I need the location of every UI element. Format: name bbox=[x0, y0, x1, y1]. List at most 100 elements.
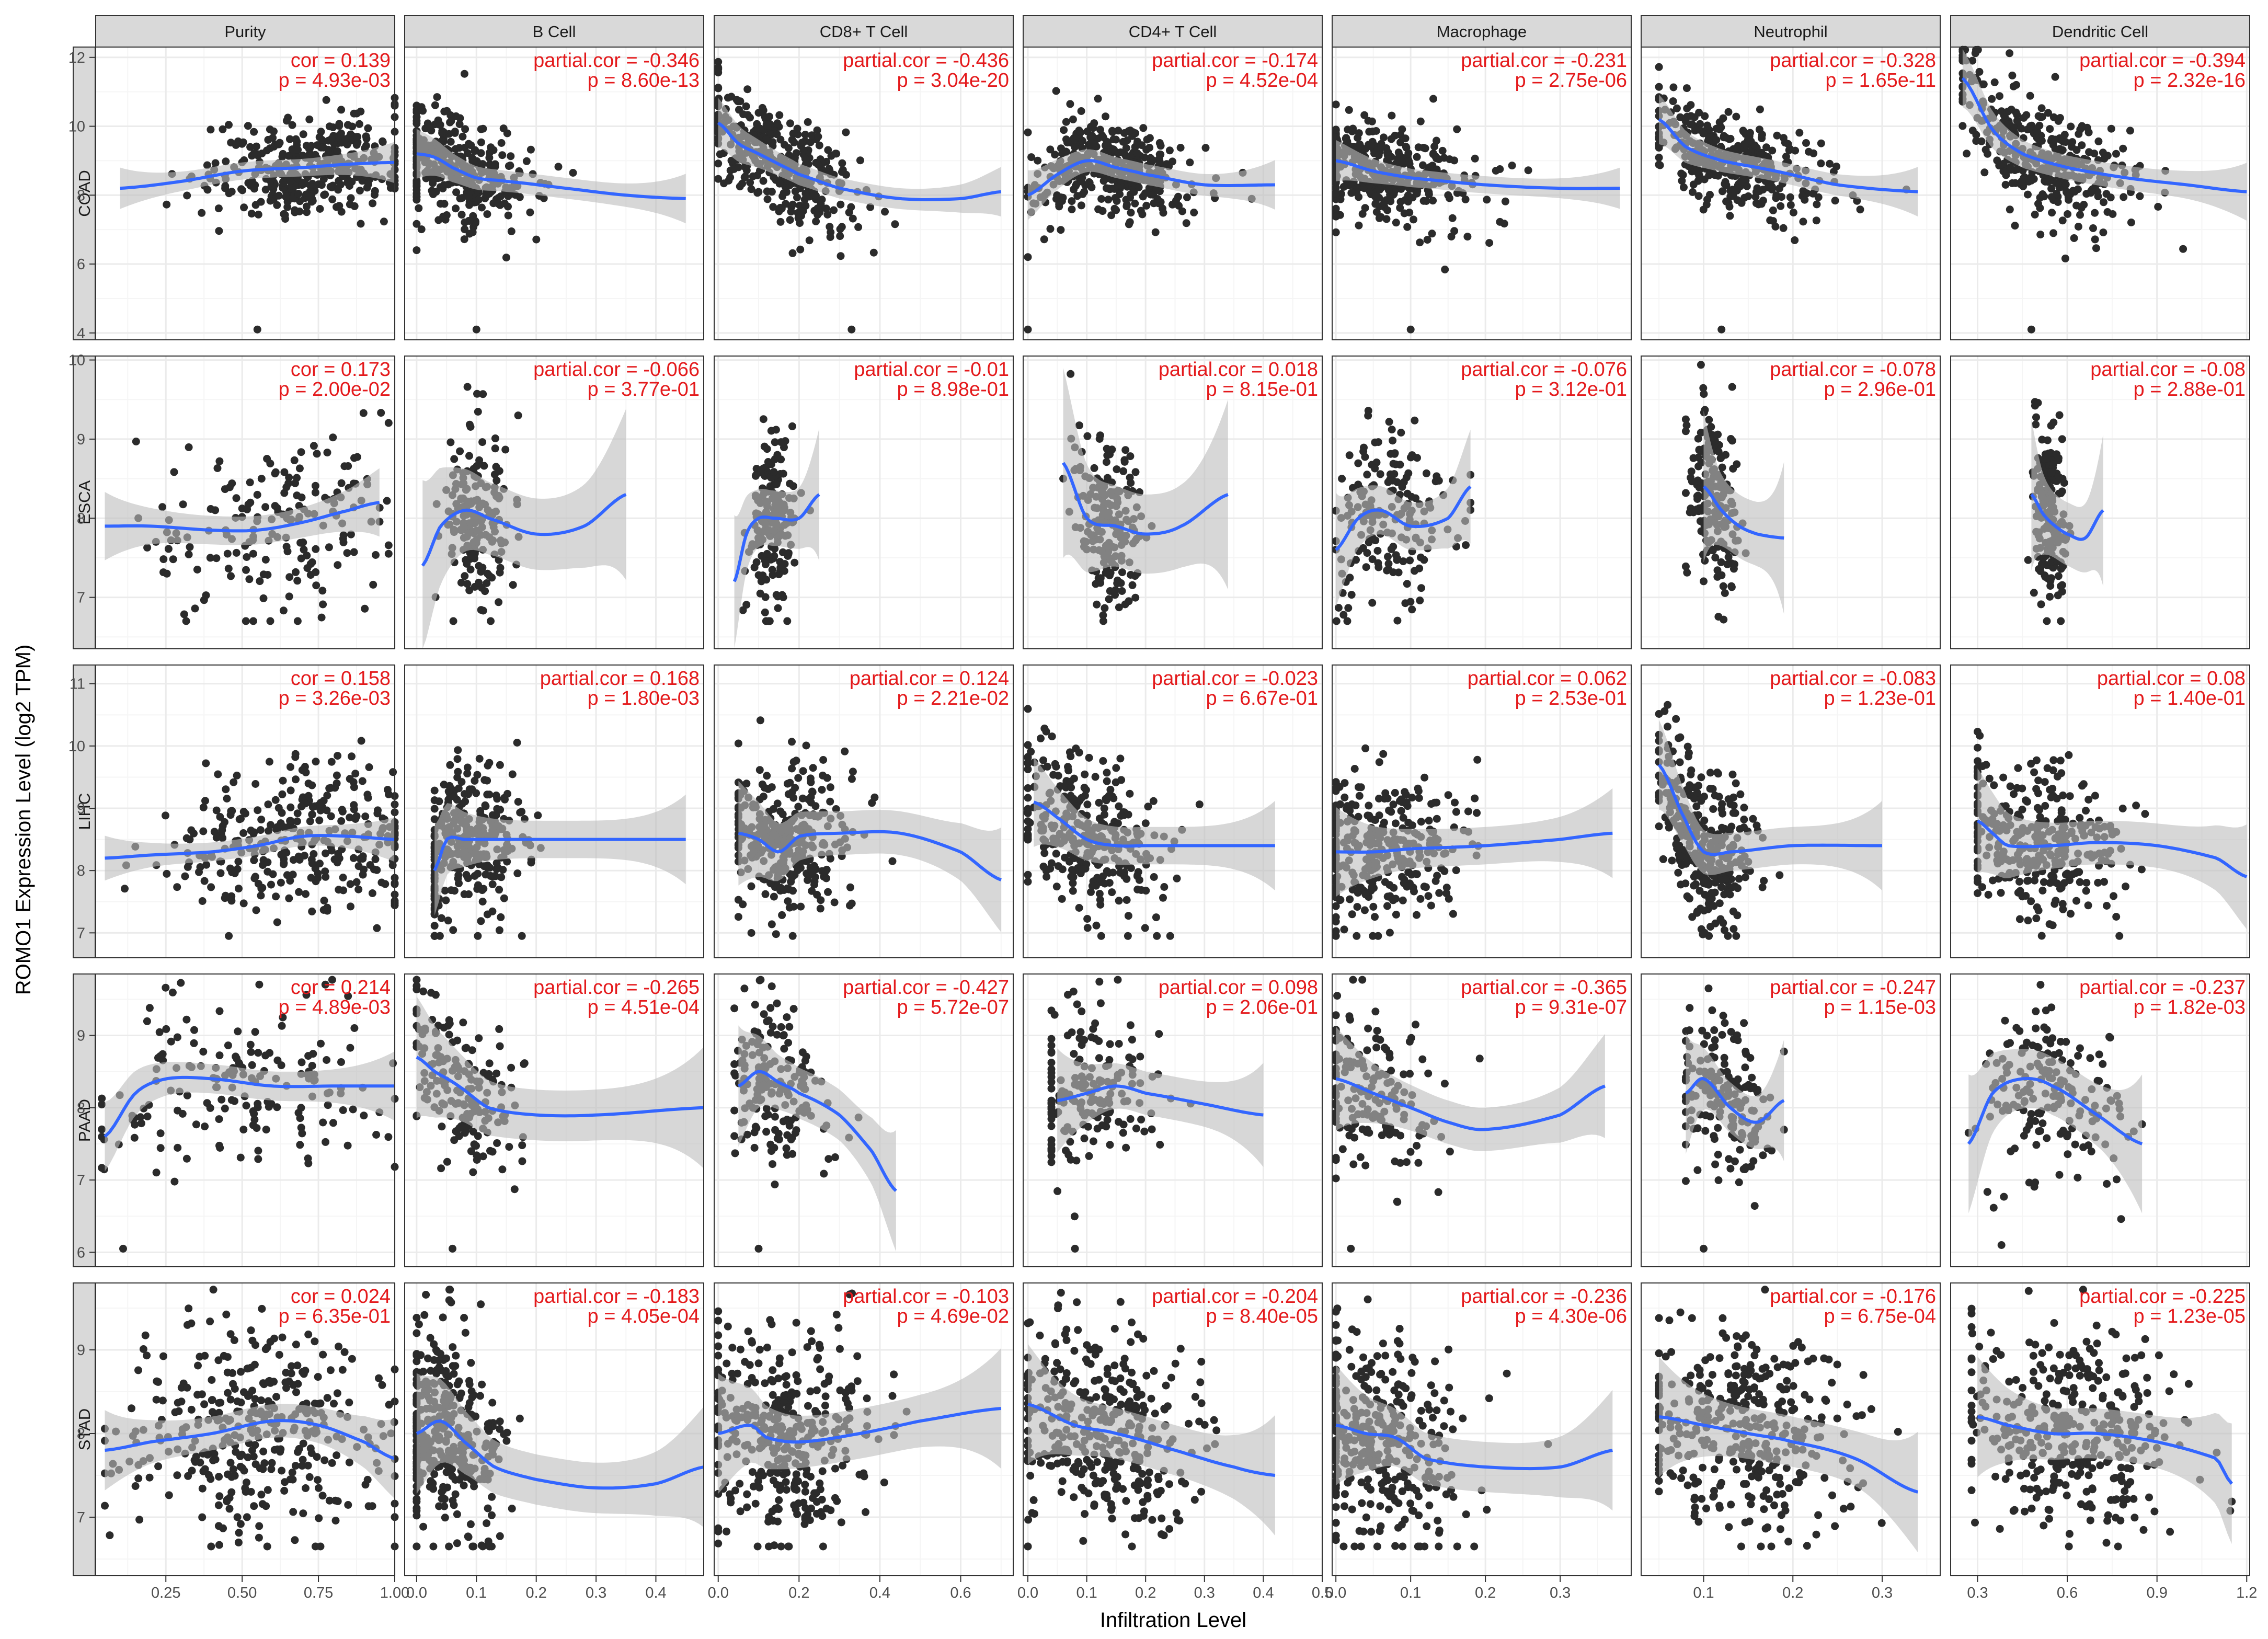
data-point bbox=[1332, 189, 1340, 198]
data-point bbox=[1441, 266, 1449, 273]
data-point bbox=[826, 233, 834, 241]
data-point bbox=[2006, 49, 2014, 58]
data-point bbox=[2078, 122, 2086, 130]
data-point bbox=[1077, 107, 1085, 115]
data-point bbox=[488, 880, 497, 888]
data-point bbox=[1693, 168, 1701, 176]
column-strip bbox=[95, 15, 395, 48]
data-point bbox=[279, 606, 288, 615]
data-point bbox=[1139, 124, 1148, 132]
data-point bbox=[714, 64, 723, 72]
data-point bbox=[333, 779, 341, 787]
row-strip bbox=[73, 47, 96, 340]
data-point bbox=[1153, 195, 1162, 203]
data-point bbox=[791, 187, 799, 196]
data-point bbox=[794, 214, 803, 222]
data-point bbox=[1817, 139, 1825, 147]
data-point bbox=[1334, 604, 1343, 612]
data-point bbox=[298, 766, 306, 774]
data-point bbox=[454, 767, 462, 776]
data-point bbox=[786, 479, 794, 488]
data-point bbox=[479, 606, 487, 615]
data-point bbox=[1714, 171, 1722, 180]
data-point bbox=[2061, 180, 2070, 189]
data-point bbox=[2046, 592, 2054, 601]
data-point bbox=[377, 409, 385, 417]
data-point bbox=[234, 857, 243, 866]
data-point bbox=[356, 187, 364, 195]
data-point bbox=[1126, 452, 1135, 461]
data-point bbox=[334, 752, 342, 760]
data-point bbox=[413, 179, 421, 188]
data-point bbox=[1332, 617, 1341, 625]
data-point bbox=[426, 122, 434, 131]
data-point bbox=[756, 589, 764, 598]
data-point bbox=[503, 789, 512, 798]
data-point bbox=[1720, 615, 1728, 624]
correlation-value: cor = 0.139 bbox=[291, 50, 391, 72]
data-point bbox=[1778, 193, 1785, 201]
data-point bbox=[430, 786, 439, 795]
data-point bbox=[1984, 150, 1991, 158]
data-point bbox=[353, 133, 362, 141]
data-point bbox=[446, 137, 455, 146]
data-point bbox=[257, 891, 265, 900]
data-point bbox=[186, 835, 194, 844]
data-point bbox=[224, 565, 233, 573]
data-point bbox=[1377, 143, 1385, 151]
data-point bbox=[313, 450, 321, 458]
data-point bbox=[2099, 148, 2107, 157]
data-point bbox=[1968, 127, 1977, 135]
data-point bbox=[1771, 222, 1780, 231]
data-point bbox=[233, 771, 241, 780]
data-point bbox=[1390, 470, 1399, 478]
data-point bbox=[1094, 95, 1102, 103]
data-point bbox=[1724, 108, 1733, 116]
data-point bbox=[830, 206, 838, 214]
data-point bbox=[297, 448, 305, 456]
data-point bbox=[2024, 190, 2032, 199]
data-point bbox=[1345, 451, 1354, 460]
data-point bbox=[1461, 195, 1470, 203]
data-point bbox=[465, 193, 473, 201]
data-point bbox=[350, 801, 358, 809]
data-point bbox=[294, 146, 302, 154]
row-strip-label: COAD bbox=[75, 170, 94, 217]
data-point bbox=[182, 617, 190, 625]
data-point bbox=[1413, 153, 1421, 161]
data-point bbox=[1705, 171, 1713, 179]
data-point bbox=[812, 217, 820, 225]
y-tick-label: 10 bbox=[68, 119, 85, 135]
data-point bbox=[2026, 91, 2034, 100]
data-point bbox=[215, 457, 224, 465]
y-tick-label: 7 bbox=[77, 925, 85, 942]
data-point bbox=[491, 434, 499, 442]
data-point bbox=[349, 854, 358, 862]
data-point bbox=[207, 125, 215, 134]
data-point bbox=[2112, 150, 2120, 158]
y-tick-label: 8 bbox=[77, 510, 85, 527]
data-point bbox=[1093, 600, 1101, 609]
data-point bbox=[311, 488, 319, 497]
data-point bbox=[2011, 222, 2019, 230]
data-point bbox=[1700, 577, 1708, 586]
column-strip bbox=[1641, 15, 1941, 48]
data-point bbox=[347, 902, 354, 911]
data-point bbox=[302, 202, 311, 211]
data-point bbox=[787, 208, 795, 216]
data-point bbox=[838, 168, 846, 176]
data-point bbox=[465, 201, 474, 209]
data-point bbox=[357, 737, 365, 745]
data-point bbox=[351, 815, 360, 823]
data-point bbox=[798, 794, 807, 803]
data-point bbox=[246, 143, 255, 151]
data-point bbox=[312, 568, 320, 576]
data-point bbox=[264, 800, 272, 809]
data-point bbox=[334, 186, 342, 194]
data-point bbox=[1077, 201, 1085, 210]
data-point bbox=[456, 114, 464, 122]
data-point bbox=[293, 617, 302, 625]
data-point bbox=[1069, 115, 1077, 123]
data-point bbox=[1127, 209, 1135, 217]
